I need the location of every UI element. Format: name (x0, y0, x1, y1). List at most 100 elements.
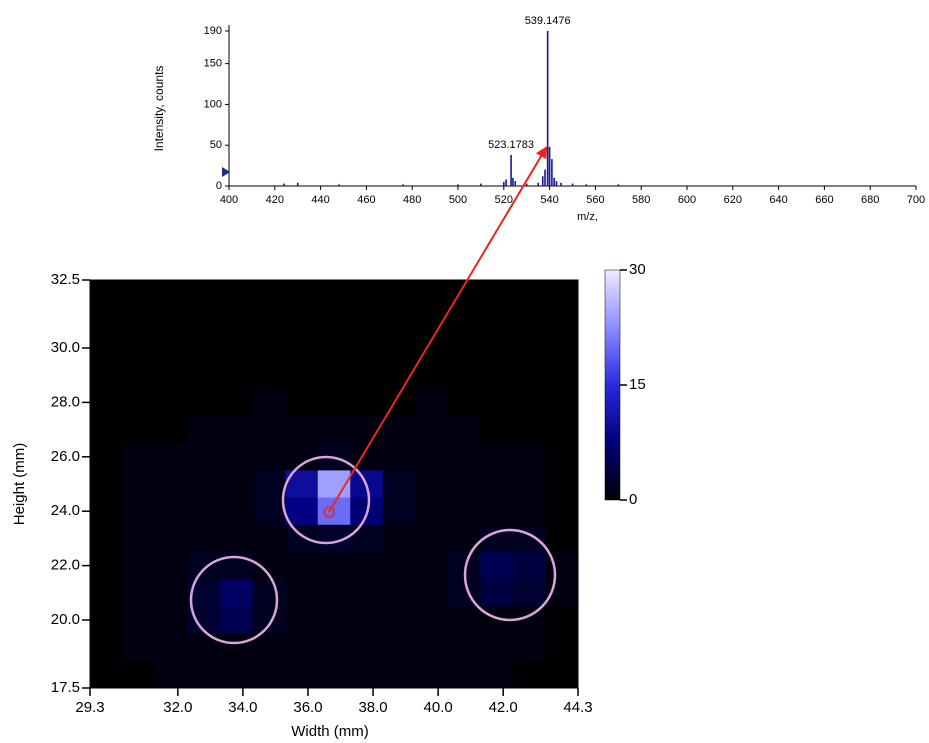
pixel (350, 579, 383, 607)
y-tick-label: 190 (204, 25, 222, 37)
pixel (383, 307, 416, 335)
pixel (545, 443, 578, 471)
pixel (123, 443, 156, 471)
pixel (220, 661, 253, 689)
pixel (155, 525, 188, 553)
pixel (285, 579, 318, 607)
pixel (383, 443, 416, 471)
pixel (155, 443, 188, 471)
pixel (155, 362, 188, 390)
pixel (513, 280, 546, 308)
pixel (513, 634, 546, 662)
pixel (448, 334, 481, 362)
pixel (318, 416, 351, 444)
pixel (480, 443, 513, 471)
pixel (415, 552, 448, 580)
pixel (513, 552, 546, 580)
pixel (513, 661, 546, 689)
pixel (90, 661, 123, 689)
pixel (480, 579, 513, 607)
y-tick-label: 17.5 (51, 679, 80, 696)
pixel (123, 579, 156, 607)
pixel (253, 661, 286, 689)
pixel (318, 661, 351, 689)
pixel (350, 606, 383, 634)
y-tick-label: 26.0 (51, 448, 80, 465)
figure: 0501001501904004204404604805005205405605… (0, 0, 929, 743)
pixel (545, 606, 578, 634)
pixel (285, 525, 318, 553)
pixel (90, 443, 123, 471)
pixel (480, 416, 513, 444)
pixel (285, 416, 318, 444)
pixel (220, 307, 253, 335)
pixel (285, 498, 318, 525)
pixel (220, 525, 253, 553)
pixel (188, 389, 221, 417)
pixel (415, 579, 448, 607)
pixel (415, 661, 448, 689)
y-tick-label: 32.5 (51, 271, 80, 288)
pixel (545, 389, 578, 417)
pixel (90, 280, 123, 308)
x-tick-label: 38.0 (358, 699, 387, 716)
pixel (383, 606, 416, 634)
pixel (350, 552, 383, 580)
pixel (513, 498, 546, 525)
pixel (285, 443, 318, 471)
pixel (90, 334, 123, 362)
x-tick-label: 34.0 (228, 699, 257, 716)
pixel (448, 416, 481, 444)
pixel (220, 280, 253, 308)
pixel (123, 498, 156, 525)
pixel (188, 307, 221, 335)
pixel (90, 525, 123, 553)
pixel (318, 307, 351, 335)
pixel (188, 443, 221, 471)
y-tick-label: 150 (204, 58, 222, 70)
pixel (415, 525, 448, 553)
pixel (350, 280, 383, 308)
pixel (188, 525, 221, 553)
pixel (513, 362, 546, 390)
pixel (188, 470, 221, 498)
x-tick-label: 680 (861, 194, 879, 206)
pixel (253, 443, 286, 471)
pixel (90, 579, 123, 607)
pixel (123, 661, 156, 689)
pixel (155, 579, 188, 607)
pixel (253, 606, 286, 634)
pixel (545, 334, 578, 362)
pixel (253, 470, 286, 498)
x-axis-label: m/z, (577, 211, 598, 223)
pixel (513, 525, 546, 553)
pixel (318, 579, 351, 607)
pixel (90, 362, 123, 390)
pixel (383, 634, 416, 662)
pixel (220, 362, 253, 390)
pixel (220, 579, 253, 607)
pixel (220, 498, 253, 525)
x-tick-label: 29.3 (75, 699, 104, 716)
x-axis-label: Width (mm) (291, 723, 369, 740)
pixel (253, 634, 286, 662)
pixel (383, 525, 416, 553)
pixel (90, 389, 123, 417)
pixel (123, 307, 156, 335)
x-tick-label: 480 (403, 194, 421, 206)
pixel (318, 634, 351, 662)
pixel (188, 498, 221, 525)
pixel (318, 606, 351, 634)
y-tick-label: 28.0 (51, 393, 80, 410)
pixel (448, 362, 481, 390)
pixel (253, 389, 286, 417)
pixel (253, 416, 286, 444)
pixel (285, 307, 318, 335)
pixel (155, 661, 188, 689)
pixel (350, 307, 383, 335)
pixel (220, 443, 253, 471)
pixel (123, 334, 156, 362)
pixel (155, 606, 188, 634)
pixel (90, 470, 123, 498)
